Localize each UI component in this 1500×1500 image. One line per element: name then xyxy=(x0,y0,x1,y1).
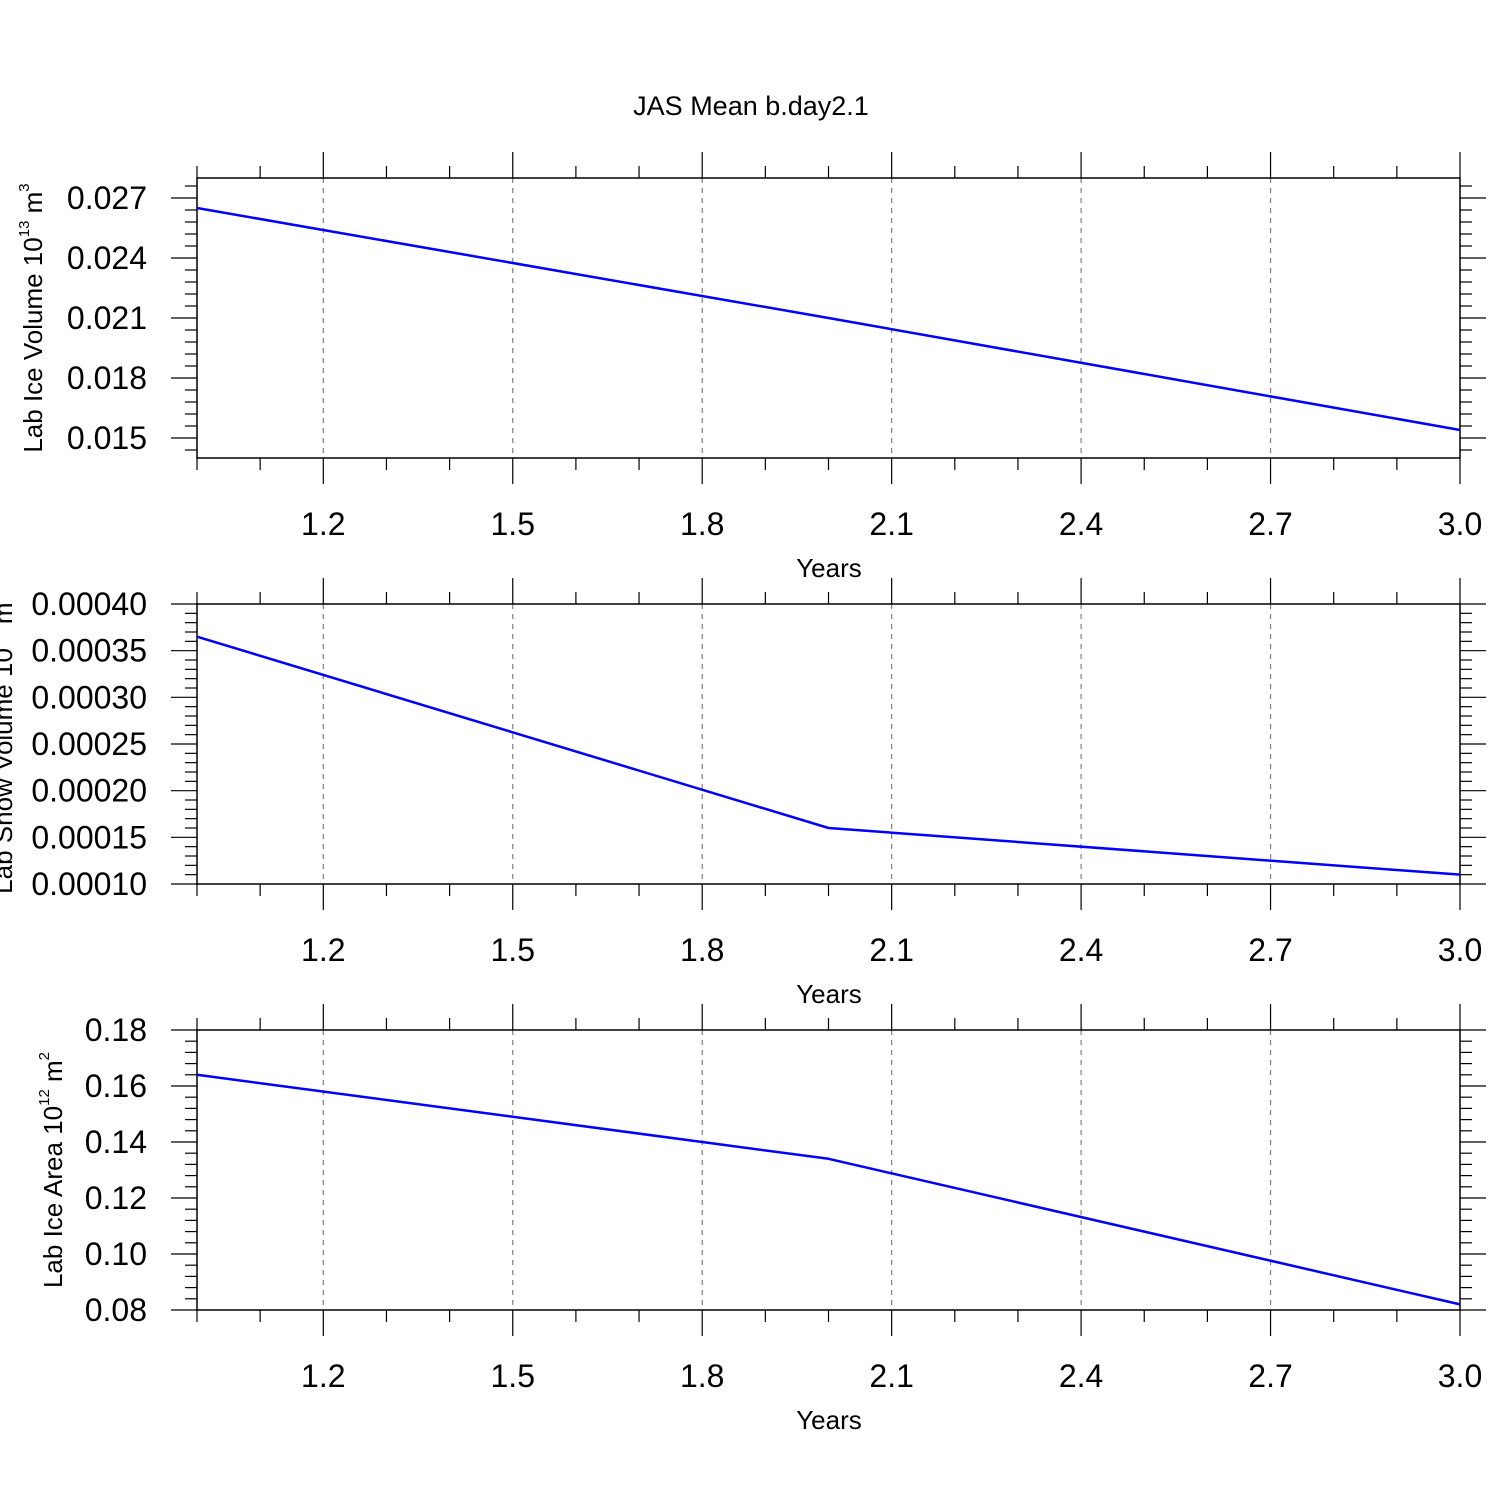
y-tick-label: 0.00040 xyxy=(31,586,147,622)
y-tick-label: 0.10 xyxy=(85,1236,147,1272)
x-tick-label: 2.7 xyxy=(1248,506,1292,542)
x-tick-label: 2.4 xyxy=(1059,1358,1103,1394)
y-axis-title: Lab Snow Volume 1013 m3 xyxy=(0,594,18,894)
x-tick-label: 2.1 xyxy=(869,1358,913,1394)
x-tick-label: 2.7 xyxy=(1248,932,1292,968)
y-tick-label: 0.00010 xyxy=(31,866,147,902)
x-axis-title: Years xyxy=(796,553,862,583)
y-tick-label: 0.16 xyxy=(85,1068,147,1104)
y-tick-label: 0.14 xyxy=(85,1124,147,1160)
x-tick-label: 1.2 xyxy=(301,932,345,968)
y-tick-label: 0.027 xyxy=(67,180,147,216)
y-tick-label: 0.024 xyxy=(67,240,147,276)
y-tick-label: 0.00025 xyxy=(31,726,147,762)
y-tick-label: 0.00020 xyxy=(31,773,147,809)
x-tick-label: 3.0 xyxy=(1438,506,1482,542)
chart-title: JAS Mean b.day2.1 xyxy=(633,91,869,121)
series-line xyxy=(196,206,1461,432)
panel-2: 1.2 1.5 1.8 2.1 2.4 2.7 3.0 0.00010 0.00015 0.000… xyxy=(0,578,1486,1009)
x-tick-label: 1.8 xyxy=(680,1358,724,1394)
panel-3: 1.2 1.5 1.8 2.1 2.4 2.7 3.0 0.08 0.10 0.12 0.14 0.1… xyxy=(36,1004,1486,1435)
x-tick-label: 1.8 xyxy=(680,932,724,968)
x-tick-label: 2.4 xyxy=(1059,932,1103,968)
y-tick-label: 0.08 xyxy=(85,1292,147,1328)
x-axis-title: Years xyxy=(796,1405,862,1435)
y-tick-label: 0.015 xyxy=(67,420,147,456)
y-tick-label: 0.021 xyxy=(67,300,147,336)
x-tick-label: 2.1 xyxy=(869,506,913,542)
y-tick-label: 0.018 xyxy=(67,360,147,396)
y-axis-title: Lab Ice Area 1012 m2 xyxy=(36,1052,68,1288)
x-tick-label: 2.4 xyxy=(1059,506,1103,542)
y-tick-label: 0.00030 xyxy=(31,679,147,715)
x-tick-label: 1.2 xyxy=(301,1358,345,1394)
y-tick-label: 0.12 xyxy=(85,1180,147,1216)
series-line xyxy=(196,1073,1461,1306)
y-tick-label: 0.00035 xyxy=(31,633,147,669)
y-tick-label: 0.00015 xyxy=(31,819,147,855)
x-tick-label: 2.1 xyxy=(869,932,913,968)
x-axis-title: Years xyxy=(796,979,862,1009)
x-tick-label: 2.7 xyxy=(1248,1358,1292,1394)
y-tick-label: 0.18 xyxy=(85,1012,147,1048)
x-tick-label: 1.5 xyxy=(491,506,535,542)
x-tick-label: 1.5 xyxy=(491,932,535,968)
x-tick-label: 1.5 xyxy=(491,1358,535,1394)
x-tick-label: 3.0 xyxy=(1438,932,1482,968)
x-tick-label: 3.0 xyxy=(1438,1358,1482,1394)
y-axis-title: Lab Ice Volume 1013 m3 xyxy=(16,183,48,452)
series-line xyxy=(196,635,1461,876)
x-tick-label: 1.2 xyxy=(301,506,345,542)
x-tick-label: 1.8 xyxy=(680,506,724,542)
panel-1: 1.2 1.5 1.8 2.1 2.4 2.7 3.0 0.015 0.018 0.021 0.02… xyxy=(16,152,1486,583)
